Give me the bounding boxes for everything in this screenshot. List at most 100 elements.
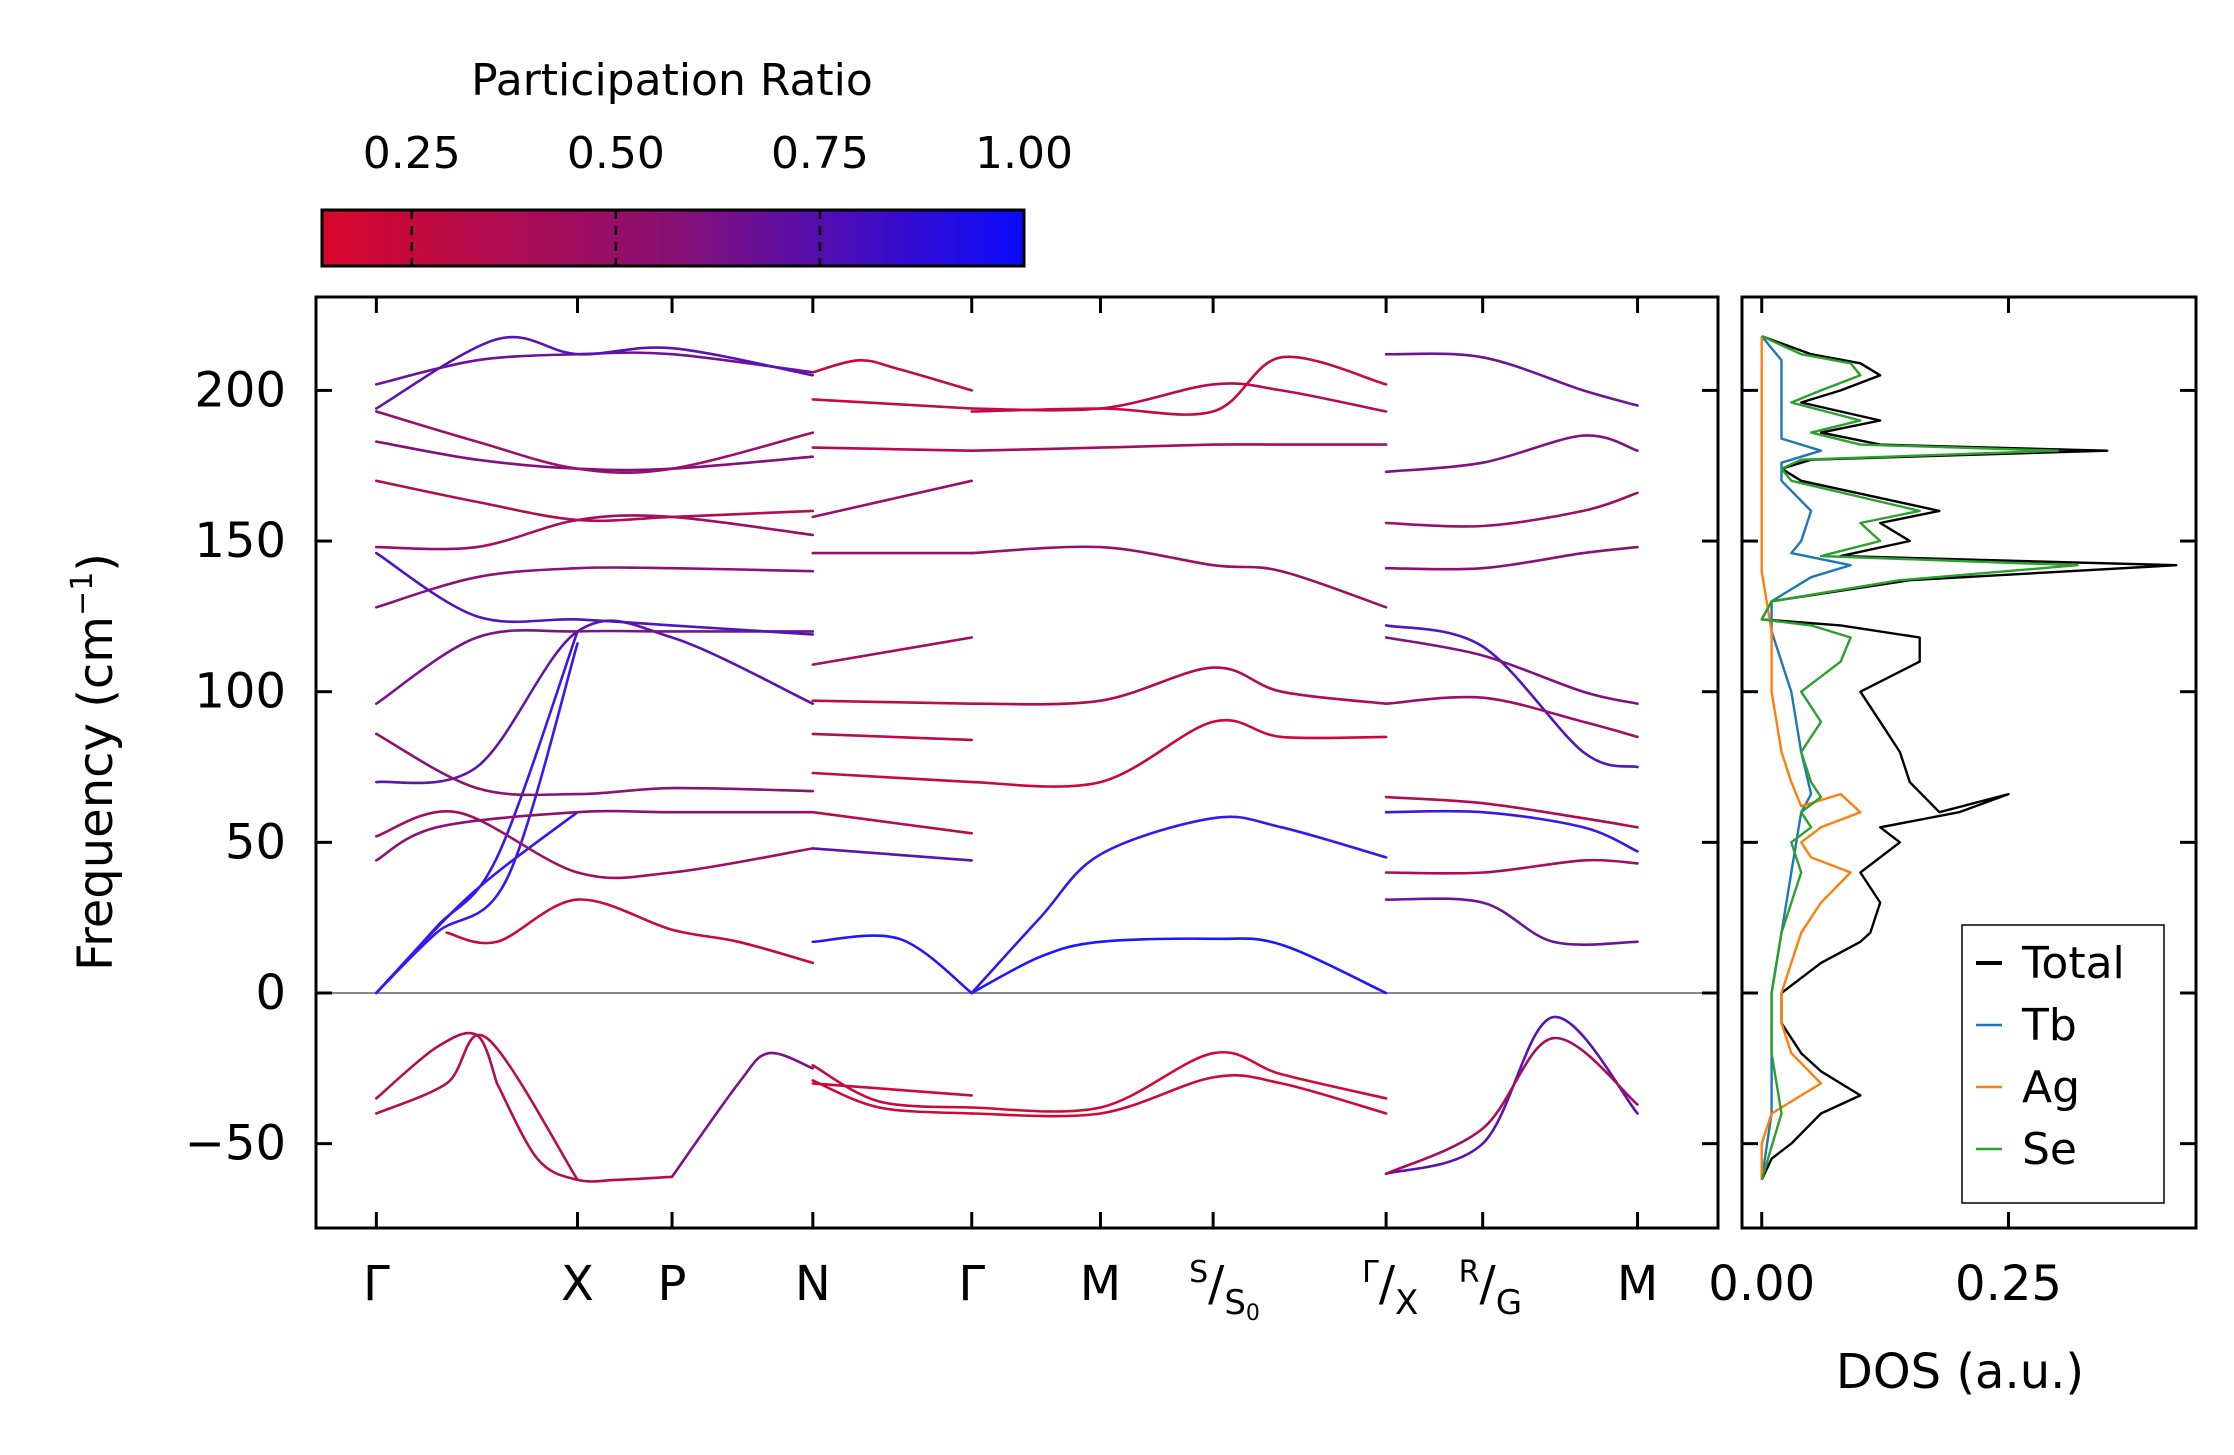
band-line-23: [811, 446, 973, 452]
dos-y-ticks: [1742, 388, 2196, 1146]
band-line-24: [811, 479, 973, 519]
band-line-20: [375, 335, 815, 410]
band-line-19: [375, 351, 815, 386]
band-line-40: [970, 718, 1388, 788]
k-point-label: X: [561, 1256, 594, 1312]
band-line-57: [1384, 1015, 1639, 1176]
band-line-36: [970, 937, 1388, 995]
dos-panel: 0.00 0.25 DOS (a.u.) Total Tb Ag Se: [1708, 295, 2198, 1400]
k-point-label-slash: /: [1208, 1256, 1225, 1312]
y-tick-label: −50: [185, 1116, 286, 1172]
k-point-label: M: [1080, 1256, 1121, 1312]
band-line-4: [375, 1033, 579, 1182]
k-point-label: Γ: [363, 1256, 390, 1312]
band-line-58: [1384, 1036, 1639, 1176]
k-point-label-main: S: [1189, 1255, 1208, 1290]
legend-label-se: Se: [2022, 1124, 2077, 1175]
band-line-39: [970, 1074, 1388, 1118]
band-line-35: [811, 1082, 973, 1097]
band-line-56: [1384, 897, 1639, 946]
band-line-28: [811, 732, 973, 742]
band-lines: [375, 335, 1639, 1183]
band-line-18: [375, 410, 815, 475]
colorbar-tick-label: 0.75: [771, 128, 869, 179]
band-line-49: [1384, 545, 1639, 571]
k-point-label: R/G: [1459, 1255, 1522, 1323]
band-line-31: [811, 847, 973, 862]
legend-items: Total Tb Ag Se: [1976, 938, 2125, 1175]
band-line-53: [1384, 795, 1639, 829]
band-line-7: [670, 1051, 815, 1179]
band-line-1: [375, 642, 579, 995]
band-line-33: [811, 1079, 973, 1115]
band-line-29: [811, 771, 973, 784]
k-point-label-main: R: [1459, 1255, 1480, 1290]
dos-x-tick-label: 0.25: [1955, 1256, 2062, 1312]
legend-label-total: Total: [2021, 938, 2125, 989]
band-line-50: [1384, 624, 1639, 769]
k-point-label-sub2: 0: [1246, 1301, 1260, 1326]
band-line-43: [970, 443, 1388, 452]
y-tick-label: 50: [225, 814, 286, 870]
dos-x-ticks: 0.00 0.25: [1708, 297, 2062, 1312]
k-point-label-main: Γ: [1362, 1255, 1379, 1290]
dos-frame: [1740, 295, 2198, 1230]
band-line-3: [375, 1031, 499, 1100]
colorbar-tick-label: 1.00: [975, 128, 1073, 179]
k-point-label-slash: /: [1379, 1256, 1396, 1312]
y-tick-label: 150: [194, 513, 286, 569]
band-line-26: [811, 636, 973, 666]
band-line-54: [1384, 809, 1639, 853]
dos-line-total: [1760, 335, 2178, 1181]
k-point-label: Γ/X: [1362, 1255, 1418, 1323]
legend: Total Tb Ag Se: [1961, 924, 2165, 1204]
band-line-2: [375, 630, 579, 995]
k-point-label: Γ: [958, 1256, 985, 1312]
y-tick-label: 0: [255, 965, 286, 1021]
k-path-ticks: Γ X P N Γ M S/S0Γ/XR/G M: [363, 297, 1658, 1326]
colorbar-tick-label: 0.25: [363, 128, 461, 179]
band-line-34: [811, 1064, 973, 1109]
band-line-8: [375, 809, 815, 862]
k-point-label: M: [1617, 1256, 1658, 1312]
k-point-label: N: [795, 1256, 831, 1312]
dos-x-label: DOS (a.u.): [1836, 1344, 2084, 1400]
band-line-27: [811, 699, 973, 705]
dos-x-tick-label: 0.00: [1708, 1256, 1815, 1312]
y-tick-label: 200: [194, 362, 286, 418]
band-line-30: [811, 810, 973, 835]
band-line-37: [970, 815, 1388, 995]
band-line-22: [811, 398, 973, 410]
band-line-17: [375, 440, 815, 472]
band-line-5: [495, 1082, 674, 1183]
band-line-46: [1384, 352, 1639, 407]
colorbar-label: Participation Ratio: [471, 55, 873, 106]
band-line-21: [811, 358, 973, 392]
dos-line-ag: [1760, 336, 1862, 1180]
legend-label-tb: Tb: [2021, 1000, 2077, 1051]
colorbar-ticks: 0.25 0.50 0.75 1.00: [363, 128, 1073, 266]
band-line-9: [375, 810, 815, 880]
band-line-55: [1384, 858, 1639, 875]
band-line-12: [375, 628, 815, 705]
band-line-45: [970, 355, 1388, 416]
colorbar-tick-label: 0.50: [567, 128, 665, 179]
y-axis-label: Frequency (cm−1): [65, 553, 124, 971]
dos-lines: [1760, 335, 2178, 1181]
k-point-label-slash: /: [1480, 1256, 1497, 1312]
k-point-label-sub: G: [1496, 1283, 1522, 1323]
dos-line-se: [1760, 335, 2079, 1181]
dos-line-tb: [1760, 335, 1852, 1180]
band-line-47: [1384, 434, 1639, 474]
band-line-14: [375, 551, 815, 636]
y-axis-label-close: ): [68, 553, 124, 572]
band-line-6: [445, 898, 815, 965]
band-line-38: [970, 1050, 1388, 1113]
band-line-11: [375, 732, 815, 797]
band-line-42: [970, 545, 1388, 609]
band-line-41: [970, 666, 1388, 706]
y-axis-label-text: Frequency (cm: [68, 616, 124, 971]
band-line-16: [375, 479, 815, 523]
